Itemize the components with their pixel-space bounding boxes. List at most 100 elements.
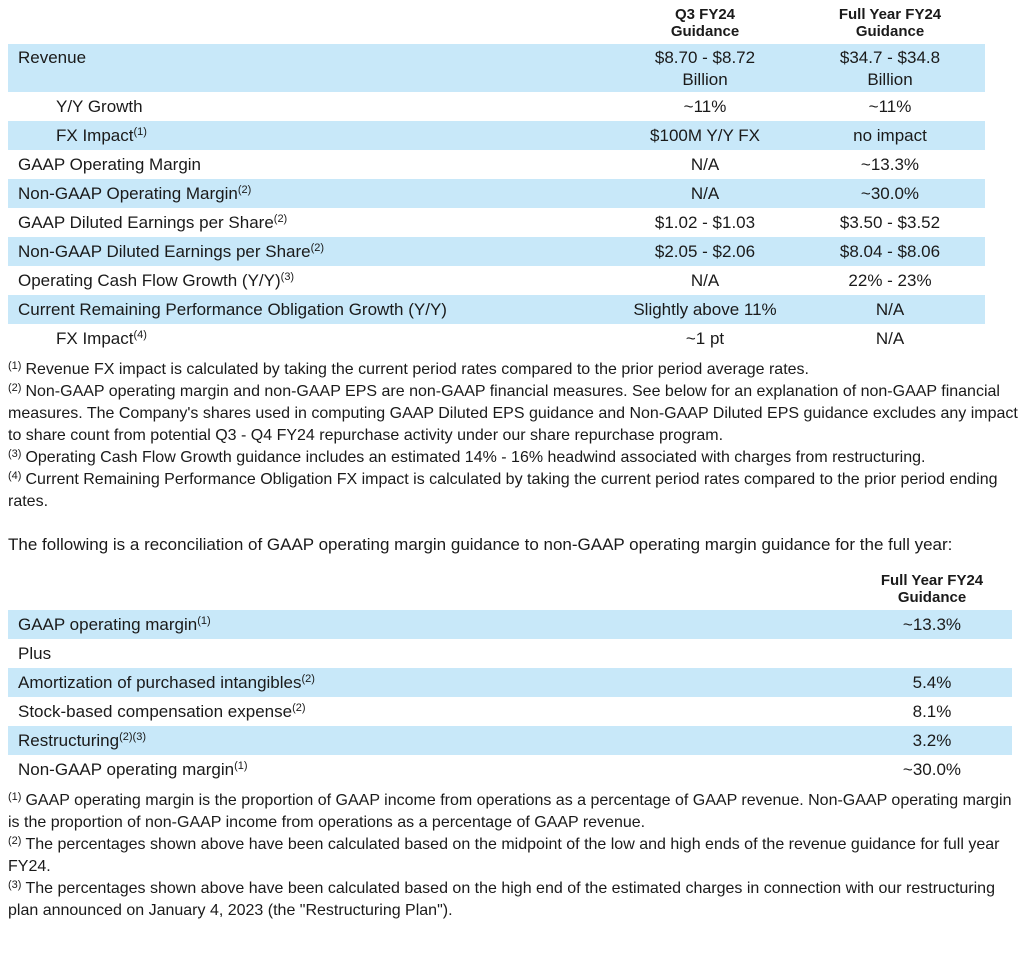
header-spacer <box>8 570 852 610</box>
table-row: FX Impact(4) ~1 pt N/A <box>8 324 985 353</box>
footnote-text: The percentages shown above have been ca… <box>8 880 995 919</box>
table-row: Restructuring(2)(3) 3.2% <box>8 726 1012 755</box>
row-label-text: GAAP Operating Margin <box>18 154 201 174</box>
table-row: Plus <box>8 639 1012 668</box>
row-label-text: Non-GAAP operating margin <box>18 759 235 779</box>
footnote: (2) Non-GAAP operating margin and non-GAA… <box>8 381 1020 447</box>
row-label-text: Non-GAAP Operating Margin <box>18 183 238 203</box>
row-label: Y/Y Growth <box>8 96 615 118</box>
row-label: Non-GAAP Diluted Earnings per Share(2) <box>8 241 615 263</box>
row-label: Restructuring(2)(3) <box>8 730 852 752</box>
fy-value-cell: $8.04 - $8.06 <box>839 241 941 261</box>
footnote-text: Non-GAAP operating margin and non-GAAP E… <box>8 383 1018 444</box>
table-row: GAAP Operating Margin N/A ~13.3% <box>8 150 985 179</box>
footnote-ref: (2) <box>237 183 252 196</box>
table-row: Revenue $8.70 - $8.72 Billion $34.7 - $3… <box>8 44 985 92</box>
guidance-table: Q3 FY24 Guidance Full Year FY24 Guidance… <box>8 4 985 353</box>
row-label-text: Non-GAAP Diluted Earnings per Share <box>18 241 311 261</box>
footnote-ref: (3) <box>280 270 295 283</box>
row-label-text: Plus <box>18 643 52 663</box>
reconciliation-table-header-row: Full Year FY24 Guidance <box>8 570 1012 610</box>
row-label: Current Remaining Performance Obligation… <box>8 299 615 321</box>
footnote-ref: (2) <box>310 241 325 254</box>
footnote-marker: (1) <box>8 360 22 372</box>
q3-value-cell: ~11% <box>683 96 727 116</box>
fy-value-cell: $34.7 - $34.8 Billion <box>839 48 941 89</box>
footnote-ref: (2) <box>273 212 288 225</box>
footnote-marker: (1) <box>8 791 22 803</box>
full-year-guidance-column-header: Full Year FY24 Guidance <box>838 6 942 40</box>
footnote-marker: (2) <box>8 382 22 394</box>
row-label-text: Current Remaining Performance Obligation… <box>18 299 447 319</box>
fy-value-cell: $3.50 - $3.52 <box>839 212 941 232</box>
reconciliation-intro-paragraph: The following is a reconciliation of GAA… <box>8 535 953 554</box>
row-label: GAAP operating margin(1) <box>8 614 852 636</box>
row-label: Operating Cash Flow Growth (Y/Y)(3) <box>8 270 615 292</box>
footnote-text: Current Remaining Performance Obligation… <box>8 471 998 510</box>
table-row: GAAP operating margin(1) ~13.3% <box>8 610 1012 639</box>
row-label: Revenue <box>8 47 615 69</box>
footnote-marker: (2) <box>8 835 22 847</box>
footnote-text: GAAP operating margin is the proportion … <box>8 792 1012 831</box>
table-row: GAAP Diluted Earnings per Share(2) $1.02… <box>8 208 985 237</box>
full-year-guidance-column-header: Full Year FY24 Guidance <box>880 572 984 606</box>
table-row: Non-GAAP operating margin(1) ~30.0% <box>8 755 1012 784</box>
table-row: FX Impact(1) $100M Y/Y FX no impact <box>8 121 985 150</box>
footnote-marker: (3) <box>8 879 22 891</box>
table-row: Amortization of purchased intangibles(2)… <box>8 668 1012 697</box>
fy-value-cell: 22% - 23% <box>848 270 932 290</box>
table-row: Current Remaining Performance Obligation… <box>8 295 985 324</box>
footnote-ref: (2) <box>301 672 315 685</box>
document-page: Q3 FY24 Guidance Full Year FY24 Guidance… <box>8 4 1020 922</box>
footnote-text: Operating Cash Flow Growth guidance incl… <box>25 449 926 466</box>
fy-value-cell: N/A <box>875 328 905 348</box>
fy-value-cell: ~13.3% <box>902 614 962 634</box>
row-label-text: Y/Y Growth <box>56 96 143 116</box>
row-label-text: Stock-based compensation expense <box>18 701 293 721</box>
footnote-marker: (4) <box>8 470 22 482</box>
row-label-text: Operating Cash Flow Growth (Y/Y) <box>18 270 281 290</box>
q3-value-cell: $100M Y/Y FX <box>650 125 760 145</box>
row-label-text: Revenue <box>18 48 87 67</box>
q3-value-cell: N/A <box>690 154 720 174</box>
row-label-text: GAAP Diluted Earnings per Share <box>18 212 274 232</box>
reconciliation-table-footnotes: (1) GAAP operating margin is the proporti… <box>8 790 1020 922</box>
footnote-ref: (1) <box>234 759 248 772</box>
footnote: (4) Current Remaining Performance Obligat… <box>8 469 1020 513</box>
footnote: (3) The percentages shown above have been… <box>8 878 1020 922</box>
row-label-text: Amortization of purchased intangibles <box>18 672 302 692</box>
footnote-ref: (4) <box>133 328 147 341</box>
row-label-text: FX Impact <box>56 328 134 348</box>
q3-value-cell: Slightly above 11% <box>633 299 777 319</box>
q3-guidance-column-header: Q3 FY24 Guidance <box>670 6 740 40</box>
row-label: FX Impact(4) <box>8 328 615 350</box>
footnote: (1) Revenue FX impact is calculated by ta… <box>8 359 1020 381</box>
fy-value-cell: ~13.3% <box>860 154 920 174</box>
table-row: Y/Y Growth ~11% ~11% <box>8 92 985 121</box>
fy-value-cell: no impact <box>853 125 927 145</box>
fy-value-cell: 5.4% <box>912 672 952 692</box>
footnote-ref: (2)(3) <box>119 730 146 743</box>
row-label: Plus <box>8 643 852 665</box>
table-row: Stock-based compensation expense(2) 8.1% <box>8 697 1012 726</box>
row-label: Stock-based compensation expense(2) <box>8 701 852 723</box>
q3-value-cell: N/A <box>690 270 720 290</box>
footnote-text: The percentages shown above have been ca… <box>8 836 1000 875</box>
footnote-text: Revenue FX impact is calculated by takin… <box>25 361 809 378</box>
row-label-text: Restructuring <box>18 730 120 750</box>
footnote-marker: (3) <box>8 448 22 460</box>
fy-value-cell: ~30.0% <box>860 183 920 203</box>
guidance-table-footnotes: (1) Revenue FX impact is calculated by ta… <box>8 359 1020 513</box>
table-row: Operating Cash Flow Growth (Y/Y)(3) N/A … <box>8 266 985 295</box>
footnote: (2) The percentages shown above have been… <box>8 834 1020 878</box>
q3-value-cell: ~1 pt <box>685 328 725 348</box>
footnote-ref: (1) <box>133 125 147 138</box>
fy-value-cell: 3.2% <box>912 730 952 750</box>
row-label: FX Impact(1) <box>8 125 615 147</box>
fy-value-cell: N/A <box>875 299 905 319</box>
row-label: Amortization of purchased intangibles(2) <box>8 672 852 694</box>
q3-value-cell: $8.70 - $8.72 Billion <box>654 48 756 89</box>
row-label-text: GAAP operating margin <box>18 614 198 634</box>
guidance-table-header-row: Q3 FY24 Guidance Full Year FY24 Guidance <box>8 4 985 44</box>
row-label: GAAP Diluted Earnings per Share(2) <box>8 212 615 234</box>
